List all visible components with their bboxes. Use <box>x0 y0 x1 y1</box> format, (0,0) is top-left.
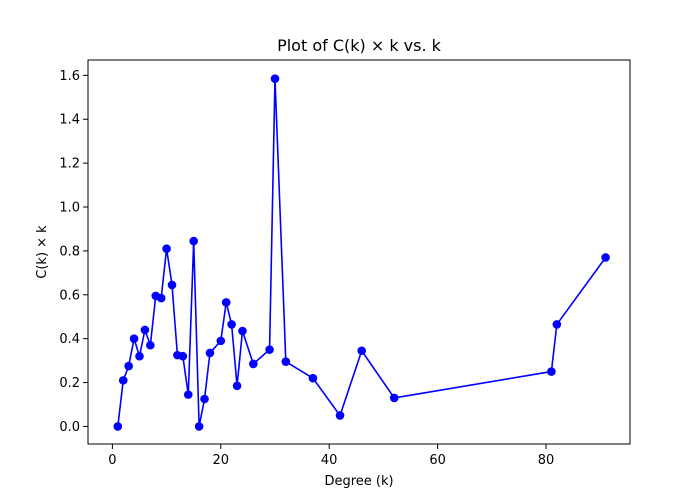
data-point-marker <box>221 298 231 307</box>
data-point-marker <box>162 244 171 254</box>
data-point-marker <box>270 74 280 83</box>
data-point-marker <box>183 390 193 399</box>
x-tick-label: 0 <box>108 453 116 468</box>
data-point-marker <box>335 411 345 420</box>
data-point-marker <box>124 361 133 371</box>
y-tick-label: 1.2 <box>59 157 80 172</box>
data-point-marker <box>216 336 226 346</box>
data-point-marker <box>357 346 367 356</box>
data-point-marker <box>265 345 274 354</box>
data-point-marker <box>156 293 166 303</box>
data-point-marker <box>135 351 144 361</box>
y-tick-label: 1.6 <box>59 69 80 84</box>
y-tick-label: 1.4 <box>59 113 80 128</box>
data-point-marker <box>232 381 242 391</box>
x-tick-label: 20 <box>213 453 230 468</box>
y-tick-label: 0.8 <box>59 244 80 259</box>
x-tick-label: 80 <box>538 453 555 468</box>
data-point-marker <box>308 373 318 383</box>
y-tick-label: 0.4 <box>59 332 80 347</box>
data-point-marker <box>167 280 177 290</box>
data-point-marker <box>194 422 204 431</box>
data-point-marker <box>205 348 215 358</box>
y-tick-label: 0.2 <box>59 376 80 391</box>
data-point-marker <box>140 325 150 335</box>
y-axis-ticks: 0.0 0.2 0.4 0.6 0.8 1.0 1.2 1.4 1.6 <box>59 69 88 435</box>
data-point-marker <box>113 422 123 431</box>
x-tick-label: 60 <box>429 453 446 468</box>
data-point-marker <box>547 367 556 376</box>
data-point-marker <box>146 340 155 350</box>
data-point-marker <box>249 359 258 369</box>
data-point-marker <box>389 393 399 403</box>
y-tick-label: 0.0 <box>59 420 80 435</box>
y-tick-label: 0.6 <box>59 288 80 303</box>
data-layer <box>113 74 610 431</box>
series-line <box>117 77 607 428</box>
x-axis-ticks: 0 20 40 60 80 <box>108 444 554 468</box>
data-point-marker <box>200 394 209 404</box>
y-tick-label: 1.0 <box>59 201 80 216</box>
data-point-marker <box>118 376 128 385</box>
data-point-marker <box>552 320 562 329</box>
data-point-marker <box>227 320 236 329</box>
data-point-marker <box>281 357 291 367</box>
x-axis-label: Degree (k) <box>324 474 393 489</box>
data-point-marker <box>189 236 198 246</box>
y-axis-label: C(k) × k <box>35 225 50 279</box>
data-point-marker <box>238 326 247 336</box>
chart-title: Plot of C(k) × k vs. k <box>277 36 442 55</box>
data-point-marker <box>129 334 139 343</box>
data-point-marker <box>178 351 188 361</box>
data-point-marker <box>601 253 610 262</box>
x-tick-label: 40 <box>321 453 338 468</box>
plot-area-frame <box>87 59 631 445</box>
